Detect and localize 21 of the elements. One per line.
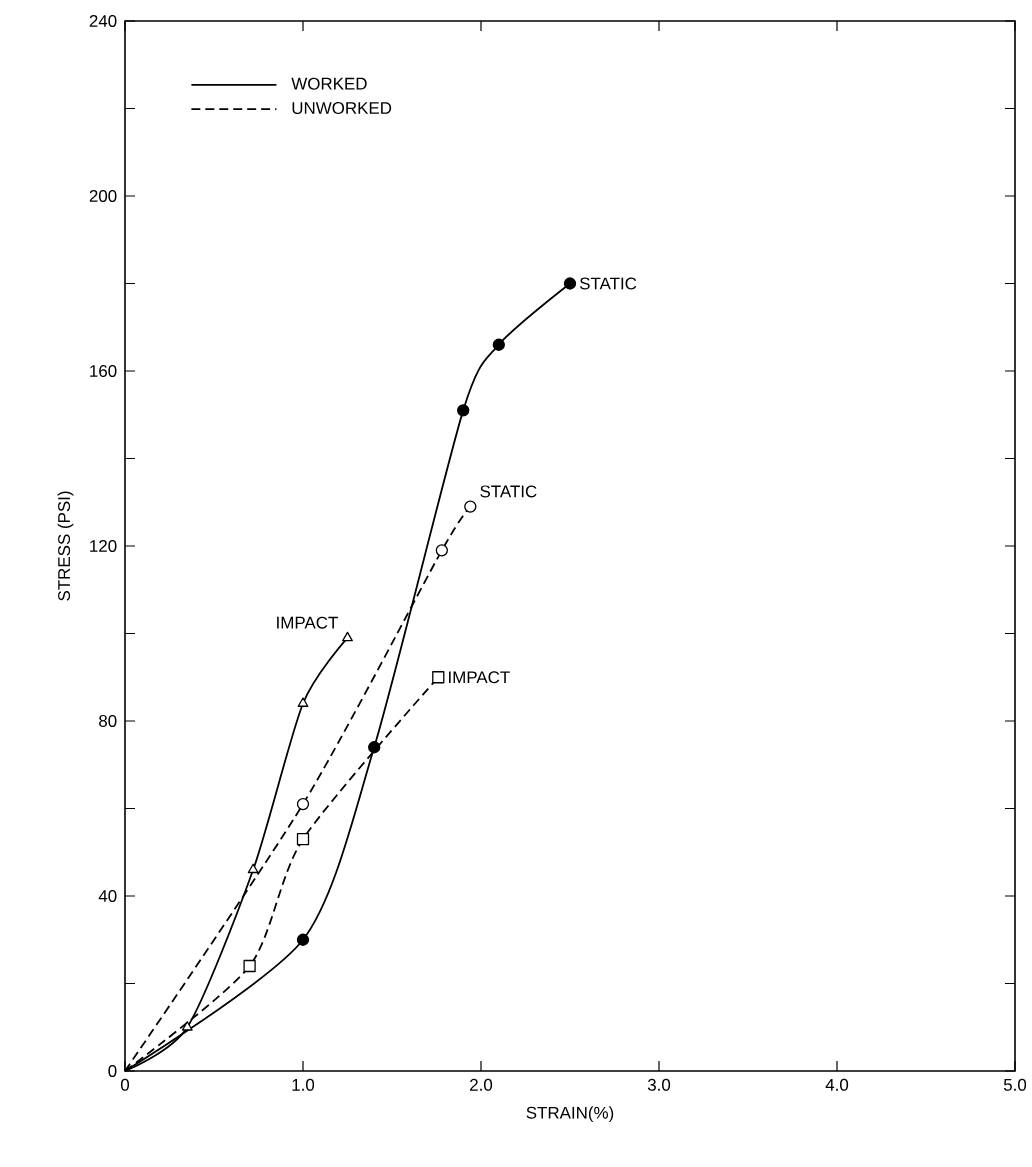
y-tick-label: 40 — [98, 890, 117, 902]
y-tick-label: 80 — [98, 715, 117, 727]
y-tick-label: 240 — [89, 15, 117, 27]
x-tick-label: 3.0 — [647, 1078, 670, 1091]
y-axis-title: STRESS (PSI) — [57, 491, 74, 601]
x-tick-label: 2.0 — [469, 1078, 492, 1091]
y-tick-label: 160 — [89, 365, 117, 377]
series-label: STATIC — [480, 485, 537, 498]
annotation: WORKED — [291, 77, 367, 90]
series-label: IMPACT — [276, 616, 338, 629]
y-tick-label: 200 — [89, 190, 117, 202]
y-tick-label: 120 — [89, 540, 117, 552]
x-tick-label: 4.0 — [825, 1078, 848, 1091]
series-label: STATIC — [579, 277, 637, 290]
y-tick-label: 0 — [108, 1064, 117, 1077]
x-tick-label: 1.0 — [292, 1078, 314, 1091]
x-tick-label: 5.0 — [1003, 1078, 1026, 1091]
x-tick-label: 0 — [120, 1078, 129, 1091]
x-axis-title: STRAIN(%) — [526, 1106, 613, 1123]
series-label: IMPACT — [448, 671, 510, 684]
annotation: UNWORKED — [292, 102, 391, 115]
